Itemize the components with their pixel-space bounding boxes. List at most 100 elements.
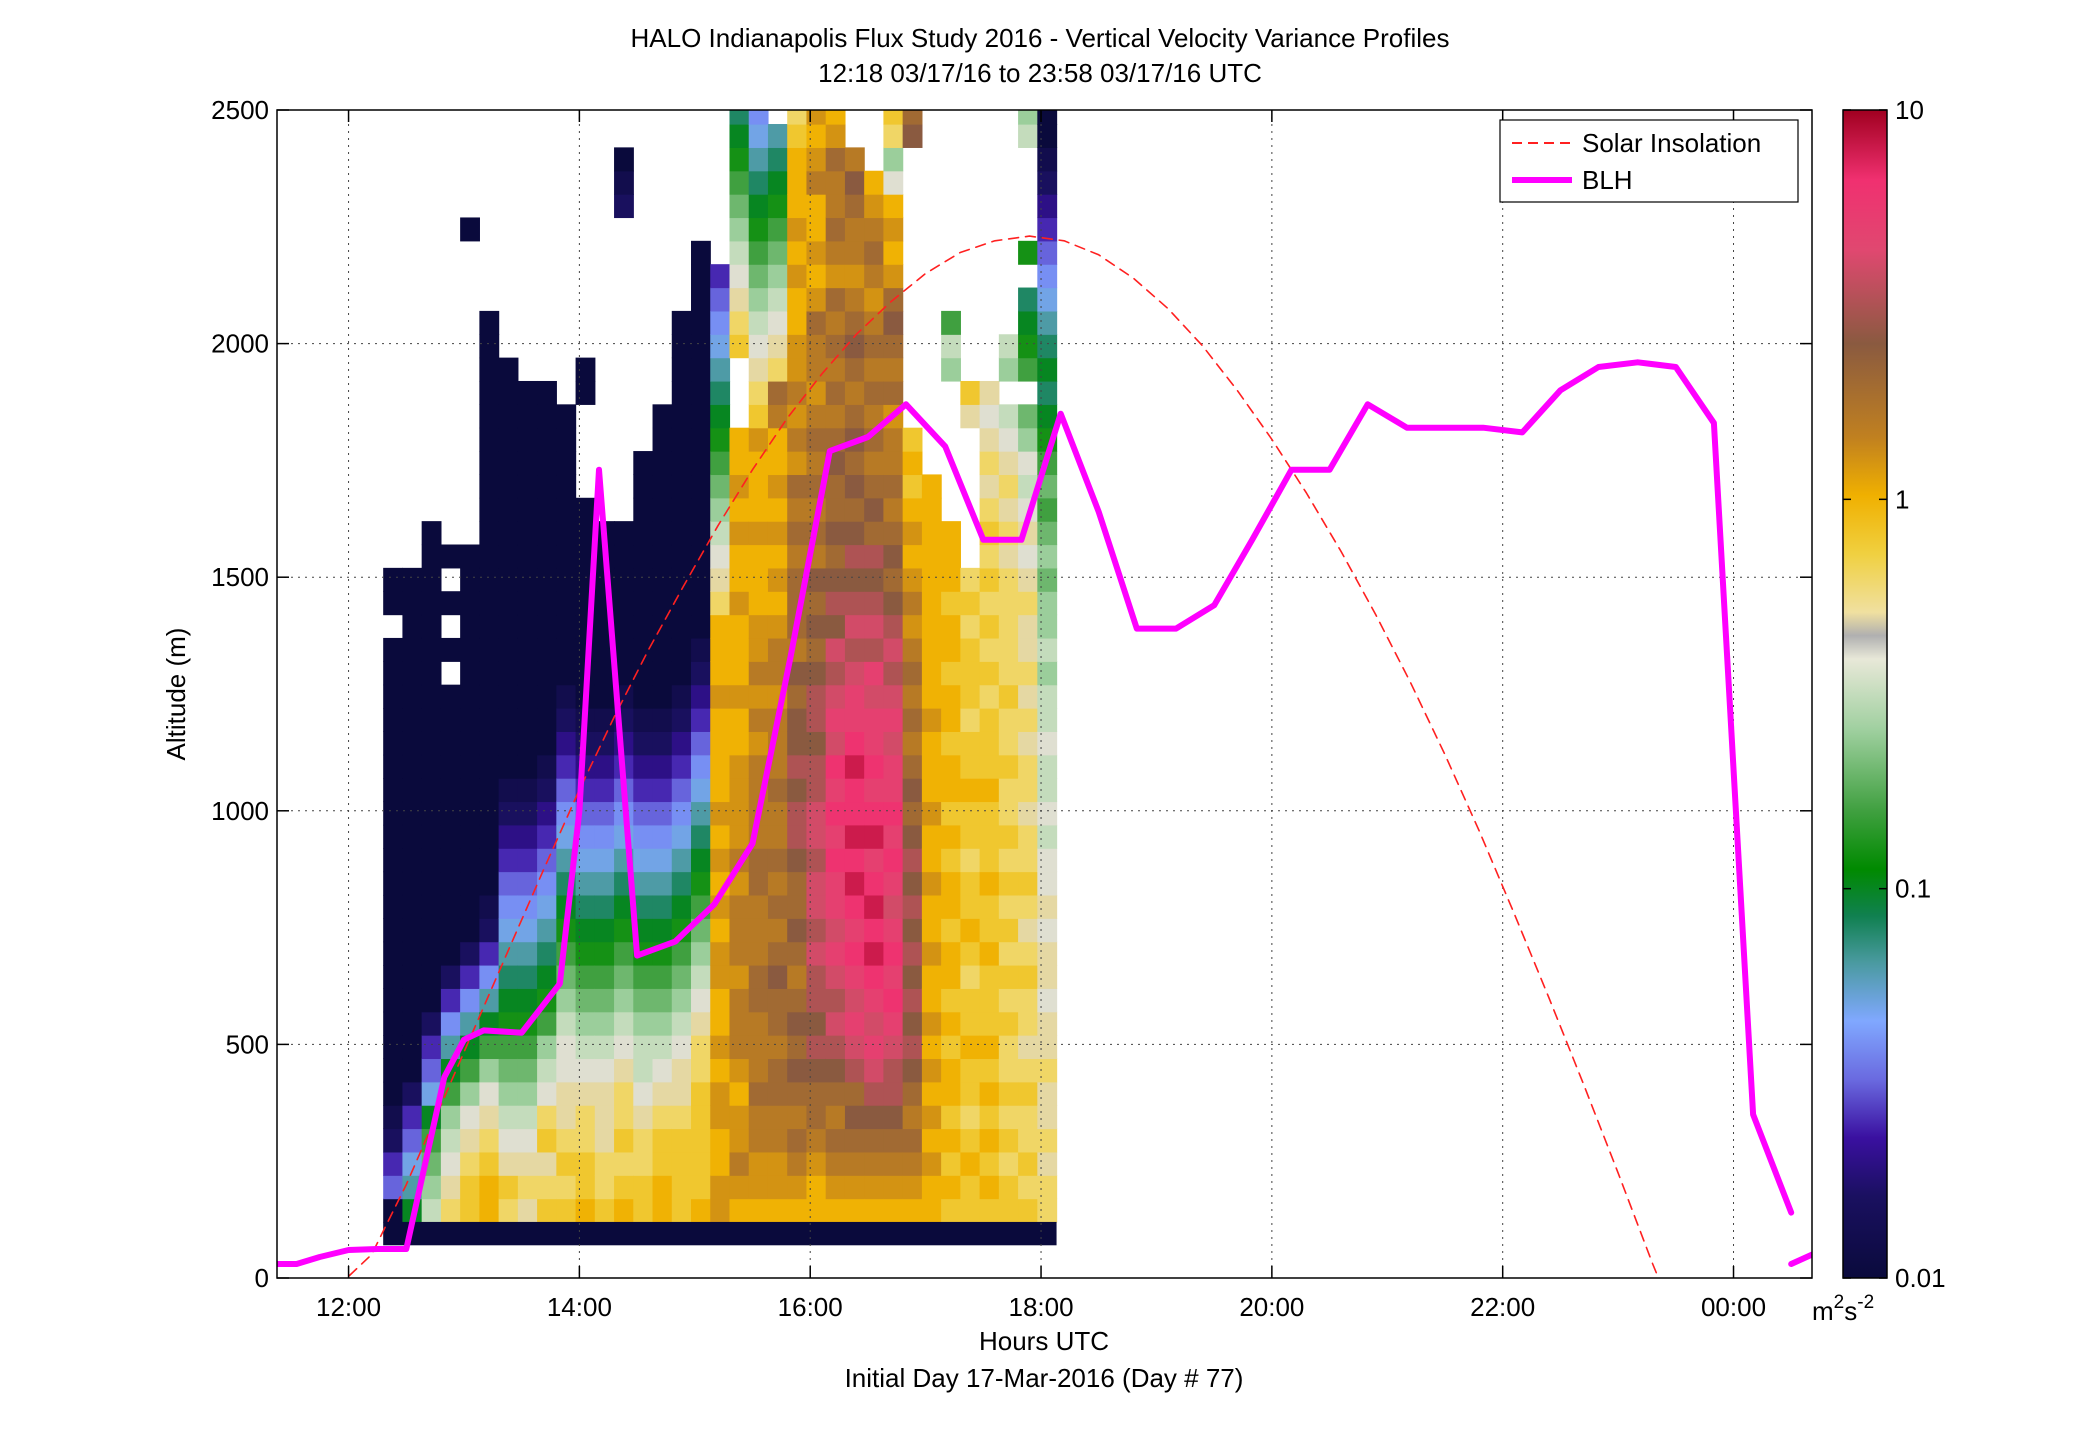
heatmap-cell [902, 544, 923, 569]
heatmap-cell [671, 544, 692, 569]
heatmap-cell [1037, 287, 1058, 312]
heatmap-cell [440, 778, 461, 803]
heatmap-cell [440, 684, 461, 709]
heatmap-cell [652, 567, 673, 592]
heatmap-cell [421, 591, 442, 616]
heatmap-cell [883, 824, 904, 849]
heatmap-cell [671, 567, 692, 592]
heatmap-cell [537, 941, 557, 966]
heatmap-cell [825, 964, 846, 989]
heatmap-cell [825, 1175, 846, 1200]
y-axis-ticks: 0 500 1000 1500 2000 2500 [211, 95, 1812, 1293]
heatmap-cell [537, 801, 557, 826]
heatmap-cell [691, 427, 711, 452]
heatmap-cell [998, 848, 1019, 873]
heatmap-cell [1037, 147, 1058, 172]
heatmap-cell [979, 427, 1000, 452]
heatmap-cell [498, 918, 519, 943]
heatmap-cell [652, 988, 673, 1013]
heatmap-cell [1018, 567, 1038, 592]
heatmap-cell [883, 894, 904, 919]
heatmap-cell [383, 778, 404, 803]
x-tick-label: 18:00 [1008, 1292, 1073, 1322]
heatmap-cell [825, 287, 846, 312]
heatmap-cell [902, 964, 923, 989]
heatmap-cell [710, 754, 731, 779]
heatmap-cell [614, 1011, 634, 1036]
heatmap-cell [844, 591, 865, 616]
heatmap-cell [787, 474, 808, 499]
heatmap-cell [844, 731, 865, 756]
heatmap-cell [691, 1058, 711, 1083]
heatmap-cell [864, 1128, 885, 1153]
heatmap-cell [729, 1081, 750, 1106]
heatmap-cell [825, 474, 846, 499]
heatmap-cell [941, 871, 961, 896]
heatmap-cell [806, 217, 827, 242]
heatmap-cell [633, 497, 654, 522]
heatmap-cell [440, 824, 461, 849]
heatmap-cell [421, 848, 442, 873]
heatmap-cell [671, 1128, 692, 1153]
heatmap-cell [691, 310, 711, 335]
heatmap-cell [1018, 778, 1038, 803]
heatmap-cell [1018, 754, 1038, 779]
heatmap-cell [575, 918, 596, 943]
heatmap-cell [767, 194, 788, 219]
heatmap-cell [556, 1035, 577, 1060]
heatmap-cell [998, 591, 1019, 616]
heatmap-cell [787, 404, 808, 429]
heatmap-cell [633, 731, 654, 756]
heatmap-cell [575, 357, 596, 382]
heatmap-cell [883, 334, 904, 359]
heatmap-cell [594, 824, 615, 849]
heatmap-cell [767, 1175, 788, 1200]
heatmap-cell [748, 754, 769, 779]
heatmap-cell [614, 1081, 634, 1106]
heatmap-cell [979, 1128, 1000, 1153]
heatmap-cell [537, 427, 557, 452]
heatmap-cell [864, 380, 885, 405]
heatmap-cell [421, 637, 442, 662]
heatmap-cell [1037, 988, 1058, 1013]
heatmap-cell [556, 988, 577, 1013]
heatmap-cell [633, 1058, 654, 1083]
heatmap-cell [440, 941, 461, 966]
heatmap-cell [402, 1105, 423, 1130]
heatmap-cell [864, 708, 885, 732]
heatmap-cell [652, 918, 673, 943]
heatmap-cell [902, 1035, 923, 1060]
heatmap-cell [614, 147, 634, 172]
heatmap-cell [806, 941, 827, 966]
heatmap-cell [710, 661, 731, 686]
heatmap-cell [806, 848, 827, 873]
heatmap-cell [806, 451, 827, 476]
heatmap-cell [941, 567, 961, 592]
heatmap-cell [960, 637, 981, 662]
heatmap-cell [883, 848, 904, 873]
heatmap-cell [748, 591, 769, 616]
colorbar-tick-label: 0.1 [1895, 874, 1931, 904]
heatmap-cell [921, 1151, 942, 1176]
heatmap-cell [729, 918, 750, 943]
heatmap-cell [825, 871, 846, 896]
heatmap-cell [767, 1058, 788, 1083]
heatmap-cell [844, 684, 865, 709]
heatmap-cell [960, 731, 981, 756]
heatmap-cell [748, 708, 769, 732]
heatmap-cell [402, 614, 423, 639]
heatmap-cell [421, 824, 442, 849]
heatmap-cell [767, 1105, 788, 1130]
heatmap-cell [498, 941, 519, 966]
heatmap-cell [787, 287, 808, 312]
heatmap-cell [979, 964, 1000, 989]
heatmap-cell [960, 778, 981, 803]
heatmap-cell [1018, 451, 1038, 476]
heatmap-cell [960, 380, 981, 405]
heatmap-cell [941, 941, 961, 966]
heatmap-cell [729, 124, 750, 148]
heatmap-cell [748, 124, 769, 148]
heatmap-cell [806, 801, 827, 826]
heatmap-cell [652, 824, 673, 849]
heatmap-cell [440, 1175, 461, 1200]
